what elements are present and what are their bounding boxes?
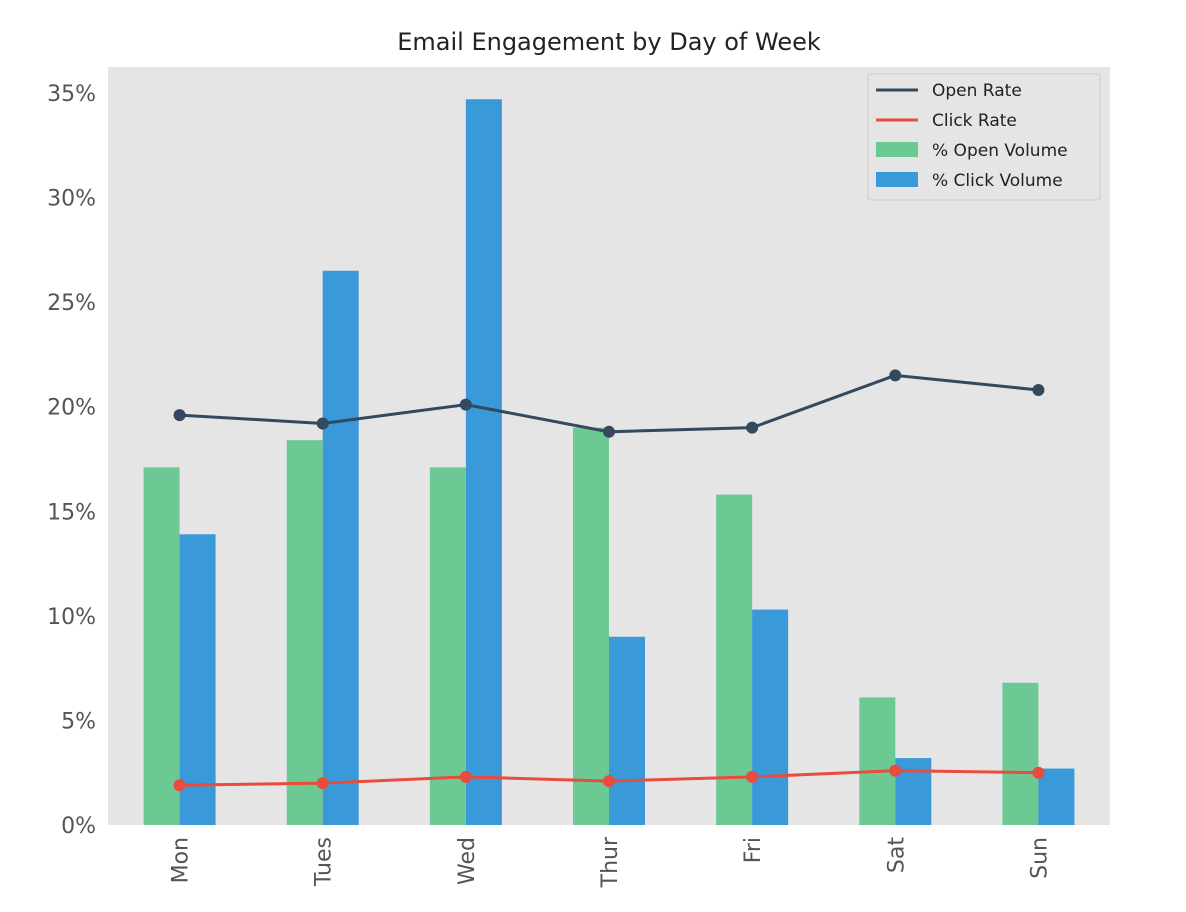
bar-click-volume	[465, 99, 502, 825]
point-open-rate	[1032, 383, 1045, 396]
legend-label: Open Rate	[932, 81, 1022, 101]
bar-open-volume	[143, 467, 180, 825]
bar-open-volume	[1002, 682, 1039, 825]
x-tick-label: Sun	[1027, 837, 1052, 879]
bar-open-volume	[573, 427, 609, 825]
bar-open-volume	[429, 467, 466, 825]
point-open-rate	[459, 398, 472, 411]
legend-label: Click Rate	[932, 111, 1017, 131]
chart-title: Email Engagement by Day of Week	[397, 28, 821, 56]
point-open-rate	[889, 369, 902, 382]
legend: Open Rate Click Rate % Open Volume % Click …	[867, 73, 1101, 201]
y-tick-label: 10%	[47, 605, 96, 630]
y-tick-label: 25%	[47, 291, 96, 316]
y-tick-label: 35%	[47, 82, 96, 107]
point-open-rate	[746, 421, 759, 434]
point-click-rate	[173, 779, 186, 792]
bar-open-volume	[716, 494, 753, 825]
legend-swatch	[876, 142, 918, 157]
point-click-rate	[603, 775, 615, 788]
point-open-rate	[603, 425, 615, 438]
legend-box	[867, 73, 1101, 201]
y-tick-label: 5%	[61, 709, 96, 734]
point-click-rate	[889, 764, 902, 777]
x-tick-label: Sat	[884, 837, 909, 873]
x-tick-label: Wed	[455, 837, 480, 885]
y-tick-label: 0%	[61, 814, 96, 839]
x-tick-label: Tues	[312, 837, 337, 887]
point-click-rate	[746, 770, 759, 783]
legend-label: % Open Volume	[932, 141, 1068, 161]
bar-open-volume	[859, 697, 896, 825]
point-click-rate	[1032, 766, 1045, 779]
y-tick-label: 20%	[47, 396, 96, 421]
legend-swatch	[876, 172, 918, 187]
bar-click-volume	[179, 534, 216, 825]
legend-label: % Click Volume	[932, 171, 1063, 191]
x-tick-label: Fri	[741, 837, 766, 863]
y-tick-label: 30%	[47, 187, 96, 212]
point-open-rate	[316, 417, 329, 430]
bar-click-volume	[609, 636, 645, 825]
point-open-rate	[173, 409, 186, 422]
x-tick-label: Thur	[598, 836, 623, 888]
point-click-rate	[459, 770, 472, 783]
y-tick-label: 15%	[47, 500, 96, 525]
bar-open-volume	[286, 440, 323, 825]
point-click-rate	[316, 777, 329, 790]
bar-click-volume	[752, 609, 789, 825]
bar-click-volume	[322, 270, 359, 825]
bar-click-volume	[1038, 768, 1075, 825]
x-tick-label: Mon	[169, 837, 194, 883]
